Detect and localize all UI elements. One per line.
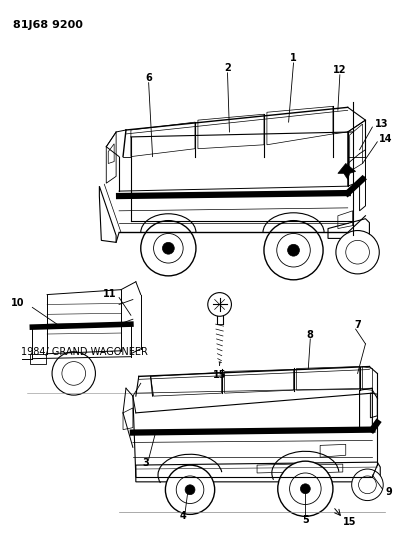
Text: 3: 3: [142, 458, 149, 468]
Circle shape: [166, 465, 215, 514]
Circle shape: [162, 243, 174, 254]
Text: 4: 4: [180, 511, 187, 521]
Text: 81J68 9200: 81J68 9200: [13, 20, 82, 30]
Circle shape: [352, 469, 383, 500]
Text: 15: 15: [343, 517, 356, 527]
Text: 13: 13: [375, 119, 389, 129]
Text: 12: 12: [333, 65, 347, 75]
Circle shape: [264, 221, 323, 280]
Polygon shape: [338, 164, 356, 179]
Text: 10: 10: [11, 298, 24, 309]
Text: 9: 9: [385, 487, 392, 497]
Text: 5: 5: [302, 515, 309, 526]
Circle shape: [300, 484, 310, 494]
Text: 1984/ GRAND WAGONEER: 1984/ GRAND WAGONEER: [21, 347, 147, 357]
Circle shape: [141, 221, 196, 276]
Circle shape: [336, 231, 379, 274]
Circle shape: [185, 485, 195, 495]
Text: 7: 7: [354, 320, 361, 330]
Text: 11: 11: [103, 288, 116, 298]
Circle shape: [52, 352, 96, 395]
Text: 14: 14: [379, 134, 393, 144]
Circle shape: [288, 244, 299, 256]
Text: 2: 2: [224, 63, 231, 73]
Text: 6: 6: [145, 73, 152, 83]
Text: 1: 1: [290, 53, 297, 63]
Circle shape: [278, 461, 333, 516]
Text: 8: 8: [307, 330, 314, 340]
Text: 15: 15: [213, 370, 226, 381]
Circle shape: [208, 293, 231, 316]
